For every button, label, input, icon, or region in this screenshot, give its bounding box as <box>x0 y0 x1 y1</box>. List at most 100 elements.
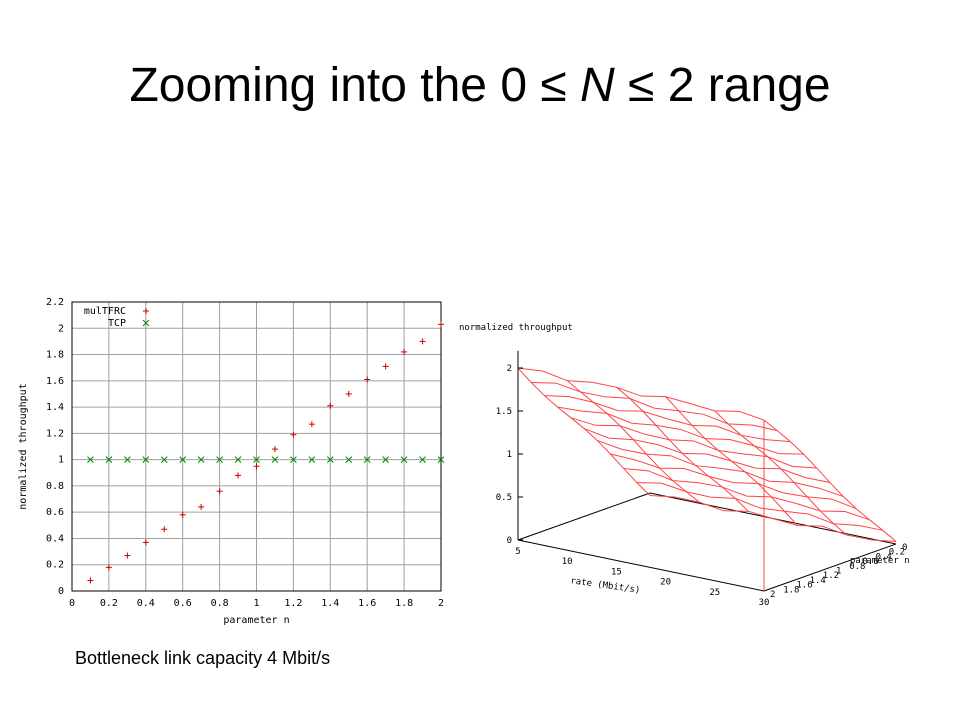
marker-stroke <box>142 319 150 327</box>
base-edge <box>517 492 651 541</box>
x-tick-label: 2 <box>438 598 444 609</box>
tcp-point <box>382 456 390 463</box>
tcp-point <box>271 456 279 463</box>
surface-line-rate <box>763 419 897 542</box>
multfrc-point <box>161 526 168 533</box>
marker-stroke <box>87 456 94 463</box>
tcp-point <box>308 456 316 463</box>
z-tick-label: 1 <box>507 450 512 460</box>
rate-tick-label: 5 <box>515 547 520 557</box>
surface-line-n <box>517 367 765 421</box>
marker-stroke <box>437 456 445 463</box>
surface-line-n <box>583 427 831 484</box>
base-edge <box>517 539 765 592</box>
param-tick-label: 1.6 <box>796 581 812 591</box>
surface-line-n <box>610 453 857 510</box>
tcp-point <box>437 456 445 463</box>
y-tick-label: 1.6 <box>46 376 64 387</box>
title-prefix: Zooming into the 0 ≤ <box>129 59 581 112</box>
tcp-point <box>179 456 187 463</box>
y-tick-label: 1.2 <box>46 428 64 439</box>
y-tick-label: 2 <box>58 323 64 334</box>
multfrc-point <box>216 488 223 495</box>
param-tick-label: 2 <box>770 590 775 600</box>
x-tick-label: 1.4 <box>321 598 339 609</box>
x-tick-label: 0.6 <box>174 598 192 609</box>
surface-line-n <box>570 417 817 469</box>
slide-title: Zooming into the 0 ≤ N ≤ 2 range <box>0 58 960 113</box>
caption: Bottleneck link capacity 4 Mbit/s <box>75 648 331 668</box>
marker-stroke <box>105 456 113 463</box>
marker-stroke <box>363 456 371 463</box>
x-axis-label: parameter n <box>223 615 289 626</box>
param-tick-label: 0 <box>902 543 907 553</box>
multfrc-point <box>364 376 371 383</box>
rate-tick-label: 20 <box>660 578 671 588</box>
marker-stroke <box>142 456 150 463</box>
y-tick-label: 1.4 <box>46 402 64 413</box>
y-axis-label: normalized throughput <box>18 383 29 509</box>
param-axis-label: parameter n <box>850 556 910 566</box>
surface-line-rate <box>714 410 848 536</box>
tcp-point <box>123 456 131 463</box>
surface-line-n <box>557 406 804 455</box>
surface-line-n <box>597 439 844 497</box>
legend-marker-tcp <box>142 319 150 327</box>
multfrc-point <box>179 511 186 518</box>
surface-chart: 00.511.525101520253000.20.40.60.811.21.4… <box>459 323 910 608</box>
marker-stroke <box>308 456 316 463</box>
tcp-point <box>363 456 371 463</box>
rate-tick-label: 10 <box>562 557 573 567</box>
marker-stroke <box>271 456 279 463</box>
param-tick-label: 1.8 <box>783 585 799 595</box>
multfrc-point <box>308 421 315 428</box>
surface-line-n <box>636 482 883 531</box>
param-tick-label: 0.6 <box>862 557 878 567</box>
multfrc-point <box>198 503 205 510</box>
scatter-chart: 0 0.2 0.4 0.6 0.8 1 1.2 1.4 1.6 1.8 2 0 0.2 0.4 0.6 0.8… <box>18 297 445 626</box>
tcp-point <box>105 456 113 463</box>
y-tick-label: 0.2 <box>46 560 64 571</box>
base-edge <box>763 543 897 592</box>
legend-marker-multfrc <box>143 308 149 314</box>
param-tick-label: 1.2 <box>823 571 839 581</box>
x-tick-label: 1.8 <box>395 598 413 609</box>
x-tick-label: 0.4 <box>137 598 155 609</box>
marker-stroke <box>382 456 390 463</box>
marker-stroke <box>419 456 426 463</box>
multfrc-point <box>327 402 334 409</box>
x-tick-label: 1 <box>253 598 259 609</box>
title-variable: N <box>580 59 615 112</box>
legend-label-multfrc: mulTFRC <box>84 306 126 317</box>
y-tick-label: 2.2 <box>46 297 64 308</box>
tcp-point <box>253 456 260 463</box>
surface-line-rate <box>616 386 749 512</box>
param-tick-label: 1 <box>836 567 841 577</box>
surface-line-n <box>544 395 791 443</box>
multfrc-point <box>87 577 94 584</box>
x-tick-label: 1.2 <box>284 598 302 609</box>
surface-line-n <box>531 381 778 432</box>
z-tick-label: 1.5 <box>496 407 512 417</box>
multfrc-point <box>382 363 389 370</box>
marker-stroke <box>253 456 260 463</box>
param-tick-label: 0.4 <box>876 552 892 562</box>
multfrc-point <box>419 338 426 345</box>
marker-stroke <box>216 456 223 463</box>
plot-frame <box>71 301 442 592</box>
marker-stroke <box>197 456 205 463</box>
multfrc-point <box>345 390 352 397</box>
x-tick-label: 0.2 <box>100 598 118 609</box>
tcp-point <box>345 456 353 463</box>
multfrc-point <box>124 552 131 559</box>
y-tick-label: 0.8 <box>46 481 64 492</box>
tcp-point <box>197 456 205 463</box>
z-axis-label: normalized throughput <box>459 323 573 333</box>
tcp-point <box>290 456 297 463</box>
surface-line-n <box>649 495 897 543</box>
rate-tick-label: 25 <box>709 588 720 598</box>
multfrc-point <box>401 348 408 355</box>
tcp-point <box>400 456 408 463</box>
multfrc-point <box>438 321 444 328</box>
tcp-point <box>419 456 426 463</box>
